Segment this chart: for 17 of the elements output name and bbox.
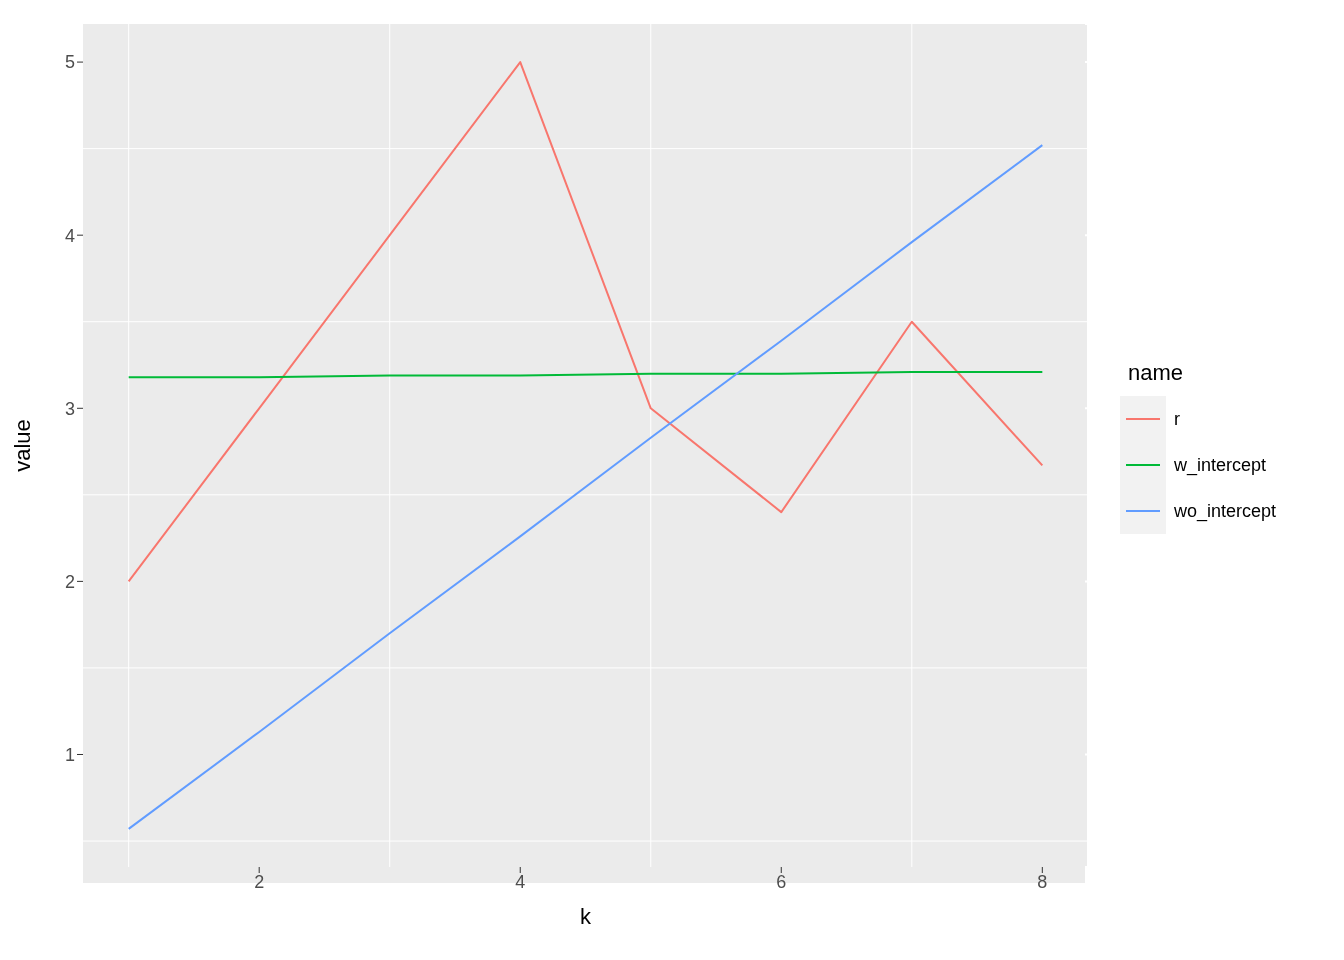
- y-tick-label: 5: [64, 52, 75, 73]
- y-tick-label: 3: [64, 398, 75, 419]
- x-tick-label: 6: [776, 871, 787, 892]
- line-series: [127, 61, 1044, 583]
- x-tick-label: 8: [1037, 871, 1048, 892]
- y-tick-label: 2: [64, 571, 75, 592]
- y-tick-label: 4: [64, 225, 75, 246]
- line-series: [127, 144, 1044, 830]
- x-tick-label: 2: [254, 871, 265, 892]
- legend-label: wo_intercept: [1174, 500, 1277, 522]
- y-tick-label: 1: [64, 744, 75, 765]
- x-tick-label: 4: [515, 871, 526, 892]
- x-axis-title: k: [580, 904, 592, 929]
- legend-label: w_intercept: [1174, 454, 1267, 476]
- legend-label: r: [1174, 408, 1180, 430]
- legend-title: name: [1128, 360, 1185, 386]
- y-axis-title: value: [9, 419, 35, 472]
